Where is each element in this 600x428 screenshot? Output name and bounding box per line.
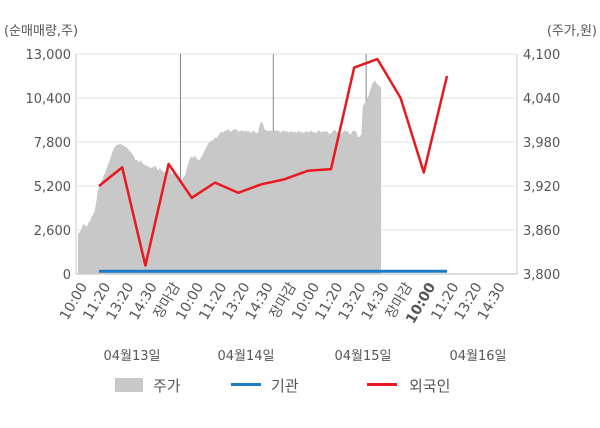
right-tick-label: 3,980 xyxy=(523,136,560,151)
left-tick-label: 5,200 xyxy=(34,180,71,195)
right-tick-label: 3,860 xyxy=(523,224,560,239)
legend-label-price: 주가 xyxy=(153,377,181,395)
foreign-line-series xyxy=(98,57,449,267)
legend-swatch-foreign xyxy=(367,383,397,386)
day-label: 04월15일 xyxy=(334,349,391,364)
legend-swatch-institution xyxy=(231,383,261,386)
legend-label-foreign: 외국인 xyxy=(409,377,450,395)
left-tick-label: 2,600 xyxy=(34,224,71,239)
day-labels: 04월13일 04월14일 04월15일 04월16일 xyxy=(103,349,506,364)
right-unit-label: (주가,원) xyxy=(547,24,597,39)
day-label: 04월13일 xyxy=(103,349,160,364)
x-axis-ticks: 10:0011:2013:2014:30장마감10:0011:2013:2014… xyxy=(57,280,509,327)
legend: 주가 기관 외국인 xyxy=(115,377,450,395)
day-label: 04월16일 xyxy=(449,349,506,364)
left-unit-label: (순매매량,주) xyxy=(4,24,78,39)
day-label: 04월14일 xyxy=(217,349,274,364)
right-tick-label: 3,800 xyxy=(523,268,560,283)
right-tick-label: 3,920 xyxy=(523,180,560,195)
left-tick-label: 0 xyxy=(63,268,71,283)
right-tick-label: 4,100 xyxy=(523,48,560,63)
left-axis-ticks: 13,000 10,400 7,800 5,200 2,600 0 xyxy=(26,48,72,283)
left-tick-label: 10,400 xyxy=(26,92,72,107)
left-tick-label: 7,800 xyxy=(34,136,71,151)
foreign-line xyxy=(98,57,449,267)
legend-label-institution: 기관 xyxy=(271,377,299,395)
right-axis-ticks: 4,100 4,040 3,980 3,920 3,860 3,800 xyxy=(523,48,560,283)
right-tick-label: 4,040 xyxy=(523,92,560,107)
legend-swatch-price xyxy=(115,378,143,392)
left-tick-label: 13,000 xyxy=(26,48,72,63)
